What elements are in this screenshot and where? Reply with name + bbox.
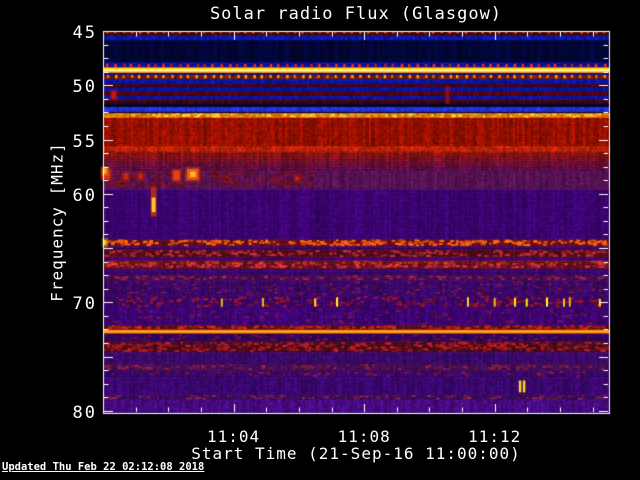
- x-tick-label: 11:04: [206, 427, 261, 446]
- y-tick-label: 70: [72, 294, 97, 315]
- y-tick-label: 45: [72, 23, 97, 43]
- x-axis-label: Start Time (21-Sep-16 11:00:00): [191, 444, 521, 463]
- y-tick-label: 50: [72, 77, 97, 98]
- updated-timestamp: Updated Thu Feb 22 02:12:08 2018: [2, 461, 205, 473]
- x-tick-label: 11:12: [468, 427, 522, 446]
- chart-title: Solar radio Flux (Glasgow): [209, 4, 503, 24]
- y-axis-label: Frequency [MHz]: [47, 142, 67, 302]
- y-tick-label: 60: [72, 185, 97, 206]
- y-tick-label: 80: [72, 402, 97, 423]
- x-tick-label: 11:08: [337, 427, 391, 446]
- y-tick-label: 55: [72, 131, 97, 152]
